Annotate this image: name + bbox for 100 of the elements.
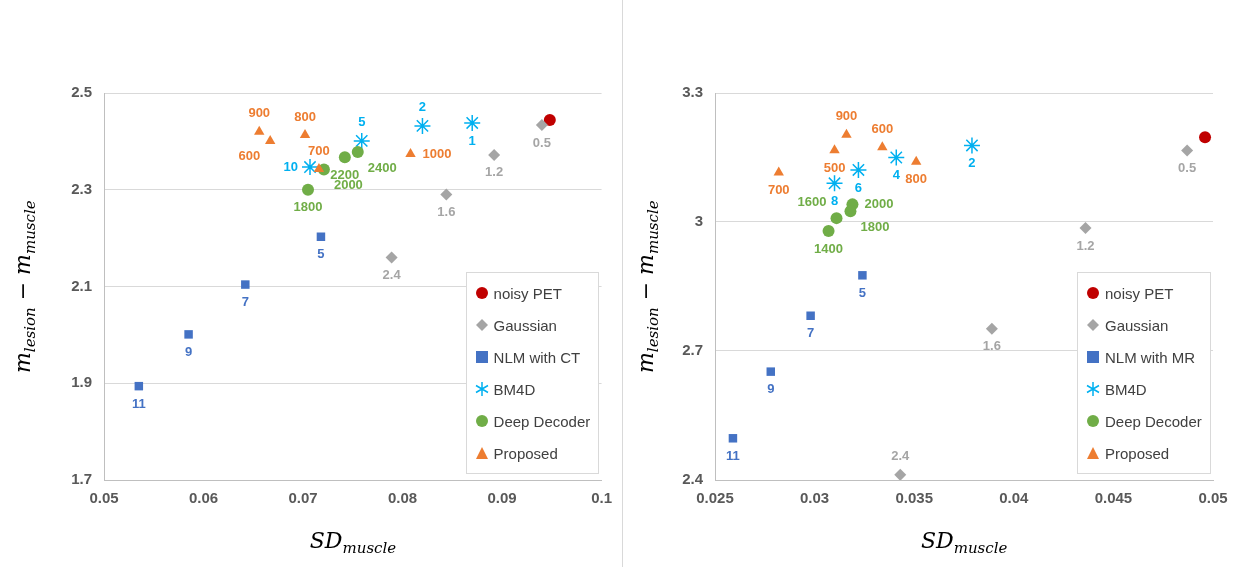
- x-tick-label: 0.045: [1094, 489, 1133, 507]
- point: [184, 330, 193, 339]
- annotation: 7: [241, 294, 249, 310]
- x-tick-label: 0.04: [999, 489, 1030, 507]
- x-axis-title: SD$_{muscle}$: [921, 528, 1008, 558]
- y-tick-label: 3: [694, 212, 703, 230]
- point: [254, 125, 265, 135]
- point: [241, 280, 250, 289]
- point: [543, 114, 556, 127]
- point: [488, 148, 501, 161]
- legend-label: Proposed: [1105, 444, 1170, 462]
- annotation: 5: [858, 284, 867, 300]
- point: [405, 147, 416, 157]
- point: [830, 212, 843, 225]
- annotation: 1.2: [485, 164, 504, 180]
- x-tick-label: 0.05: [1198, 489, 1228, 507]
- point: [1181, 144, 1194, 157]
- y-tick-label: 1.7: [71, 470, 92, 488]
- point: [1199, 131, 1212, 144]
- legend-label: Gaussian: [493, 316, 557, 334]
- annotation: 1.2: [1076, 237, 1095, 253]
- annotation: 5: [358, 114, 366, 130]
- legend-label: BM4D: [493, 380, 536, 398]
- legend-label: NLM with CT: [493, 348, 581, 366]
- x-tick-label: 0.025: [696, 489, 734, 507]
- annotation: 0.5: [532, 134, 551, 150]
- annotation: 6: [854, 179, 863, 195]
- point: [728, 434, 738, 443]
- annotation: 900: [248, 105, 271, 121]
- point: [301, 158, 319, 176]
- point: [302, 183, 315, 196]
- y-tick-label: 1.9: [71, 373, 92, 391]
- point: [264, 134, 276, 144]
- annotation: 2.4: [891, 448, 911, 464]
- point: [385, 251, 398, 264]
- annotation: 1000: [422, 145, 452, 161]
- point: [849, 161, 868, 179]
- point: [338, 151, 351, 164]
- annotation: 1800: [293, 199, 323, 215]
- y-tick-label: 2.3: [71, 179, 92, 197]
- point: [844, 205, 857, 218]
- x-tick-label: 0.05: [89, 489, 119, 507]
- annotation: 2: [418, 99, 427, 115]
- y-tick-label: 2.7: [682, 341, 703, 359]
- point: [858, 271, 867, 280]
- annotation: 2.4: [382, 267, 402, 283]
- point: [535, 118, 548, 131]
- annotation: 2400: [367, 159, 397, 175]
- point: [463, 114, 481, 132]
- annotation: 9: [184, 343, 193, 359]
- annotation: 800: [905, 171, 928, 187]
- legend-label: NLM with MR: [1105, 348, 1196, 366]
- y-tick-label: 2.5: [71, 83, 92, 101]
- x-tick-label: 0.06: [188, 489, 219, 507]
- point: [299, 129, 311, 139]
- point: [352, 132, 371, 150]
- annotation: 600: [871, 120, 894, 136]
- point: [894, 468, 907, 480]
- annotation: 800: [294, 108, 316, 124]
- x-tick-label: 0.08: [387, 489, 418, 507]
- x-tick-label: 0.03: [800, 489, 830, 507]
- x-tick-label: 0.1: [591, 489, 612, 507]
- annotation: 600: [238, 148, 261, 164]
- point: [887, 148, 906, 167]
- point: [413, 117, 432, 135]
- annotation: 5: [317, 246, 325, 262]
- x-tick-label: 0.07: [288, 489, 318, 507]
- annotation: 2: [968, 155, 976, 171]
- point: [806, 311, 815, 320]
- point: [985, 322, 998, 335]
- x-axis-title: SD$_{muscle}$: [309, 528, 397, 558]
- annotation: 1: [468, 132, 476, 148]
- legend-label: Gaussian: [1105, 316, 1169, 334]
- annotation: 4: [892, 167, 901, 183]
- legend-label: noisy PET: [1105, 284, 1174, 302]
- point: [313, 162, 325, 172]
- point: [316, 232, 326, 241]
- annotation: 1.6: [437, 204, 456, 220]
- point: [351, 146, 364, 159]
- point: [829, 144, 840, 154]
- annotation: 9: [767, 381, 775, 397]
- annotation: 11: [131, 395, 146, 411]
- legend-label: Deep Decoder: [493, 412, 591, 430]
- y-tick-label: 3.3: [682, 83, 703, 101]
- annotation: 7: [807, 325, 815, 341]
- annotation: 1600: [797, 193, 827, 209]
- point: [822, 225, 835, 238]
- annotation: 1800: [860, 218, 890, 234]
- point: [911, 155, 922, 165]
- x-tick-label: 0.035: [895, 489, 933, 507]
- point: [440, 188, 453, 201]
- annotation: 8: [830, 192, 839, 208]
- annotation: 1400: [814, 240, 843, 256]
- point: [841, 128, 852, 138]
- point: [766, 367, 776, 376]
- legend-label: BM4D: [1105, 380, 1147, 398]
- y-tick-label: 2.4: [682, 470, 704, 488]
- x-tick-label: 0.09: [487, 489, 517, 507]
- annotation: 11: [726, 447, 740, 463]
- point: [773, 166, 784, 176]
